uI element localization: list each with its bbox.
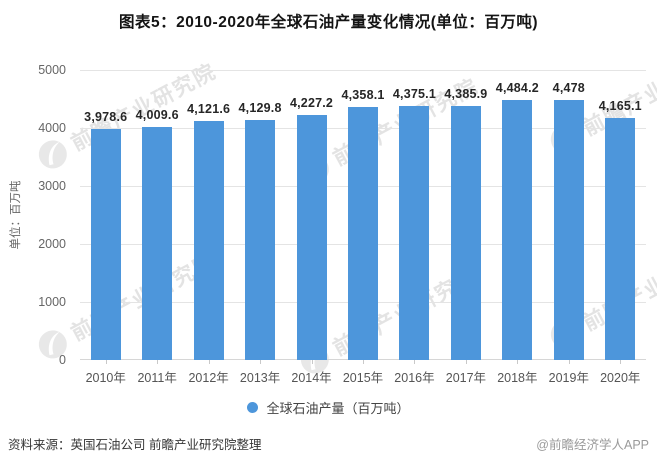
legend: 全球石油产量（百万吨）	[0, 398, 657, 417]
bar-value-label: 3,978.6	[84, 110, 128, 125]
bar-2014年	[296, 114, 327, 360]
x-axis-tick	[517, 360, 519, 364]
x-axis-tick	[620, 360, 622, 364]
bar-value-label: 4,478	[552, 81, 585, 96]
bar-value-label: 4,358.1	[341, 88, 385, 103]
x-axis-label: 2020年	[600, 371, 641, 385]
x-axis-label: 2010年	[85, 371, 126, 385]
bar-value-label: 4,009.6	[135, 108, 179, 123]
x-axis-tick	[363, 360, 364, 364]
bar-value-label: 4,484.2	[495, 80, 539, 95]
bar-value-label: 4,385.9	[444, 86, 488, 101]
x-axis-label: 2013年	[239, 371, 281, 385]
source-note: 资料来源：英国石油公司 前瞻产业研究院整理	[8, 438, 262, 452]
x-axis-tick	[105, 360, 107, 364]
x-axis-tick	[465, 360, 467, 364]
legend-label: 全球石油产量（百万吨）	[266, 401, 410, 416]
app-credit: @前瞻经济学人APP	[536, 438, 649, 452]
y-axis-unit-label: 单位：百万吨	[10, 180, 22, 250]
bar-2015年	[348, 107, 378, 360]
y-axis-tick-label: 0	[59, 353, 66, 367]
x-axis-label: 2015年	[342, 371, 384, 385]
bar-value-label: 4,121.6	[187, 101, 231, 116]
x-axis-label: 2012年	[188, 371, 229, 385]
bar-2018年	[502, 99, 533, 360]
bar-2017年	[450, 105, 481, 360]
x-axis-tick	[260, 360, 262, 364]
bar-value-label: 4,165.1	[598, 99, 642, 114]
x-axis-label: 2019年	[548, 371, 589, 385]
plot-area: 3,978.6 2010年 4,009.6 2011年 4,121.6 2012年 4,12…	[80, 69, 646, 385]
x-axis-label: 2014年	[291, 371, 332, 385]
chart-title: 图表5：2010-2020年全球石油产量变化情况(单位：百万吨)	[118, 14, 539, 31]
legend-marker-circle	[247, 402, 259, 413]
x-axis-tick	[311, 360, 313, 364]
x-axis-tick	[414, 360, 416, 364]
y-axis-unit-wrap: 单位：百万吨	[4, 70, 26, 360]
bar-2010年	[90, 129, 121, 360]
bar-2011年	[142, 127, 173, 360]
x-axis-label: 2017年	[445, 371, 487, 385]
bar-2013年	[245, 120, 276, 360]
x-axis-label: 2018年	[497, 371, 538, 385]
bar-2020年	[605, 118, 636, 360]
x-axis-tick	[208, 360, 210, 364]
y-axis-tick-label: 2000	[38, 237, 66, 251]
bar-value-label: 4,227.2	[289, 95, 334, 110]
y-axis-tick-label: 3000	[38, 179, 66, 193]
bar-2012年	[193, 120, 224, 360]
bar-2019年	[553, 100, 584, 360]
x-axis-tick	[157, 360, 159, 364]
gridline	[80, 69, 646, 71]
x-axis-tick	[568, 360, 570, 364]
bar-value-label: 4,129.8	[238, 101, 282, 116]
y-axis-tick-label: 1000	[38, 295, 66, 309]
bar-value-label: 4,375.1	[392, 87, 437, 102]
y-axis-tick-labels: 0 1000 2000 3000 4000 5000	[24, 63, 72, 367]
x-axis-label: 2016年	[394, 371, 435, 385]
x-axis-label: 2011年	[137, 371, 177, 385]
bar-2016年	[399, 106, 430, 360]
y-axis-tick-label: 5000	[38, 63, 66, 77]
y-axis-tick-label: 4000	[38, 121, 66, 135]
